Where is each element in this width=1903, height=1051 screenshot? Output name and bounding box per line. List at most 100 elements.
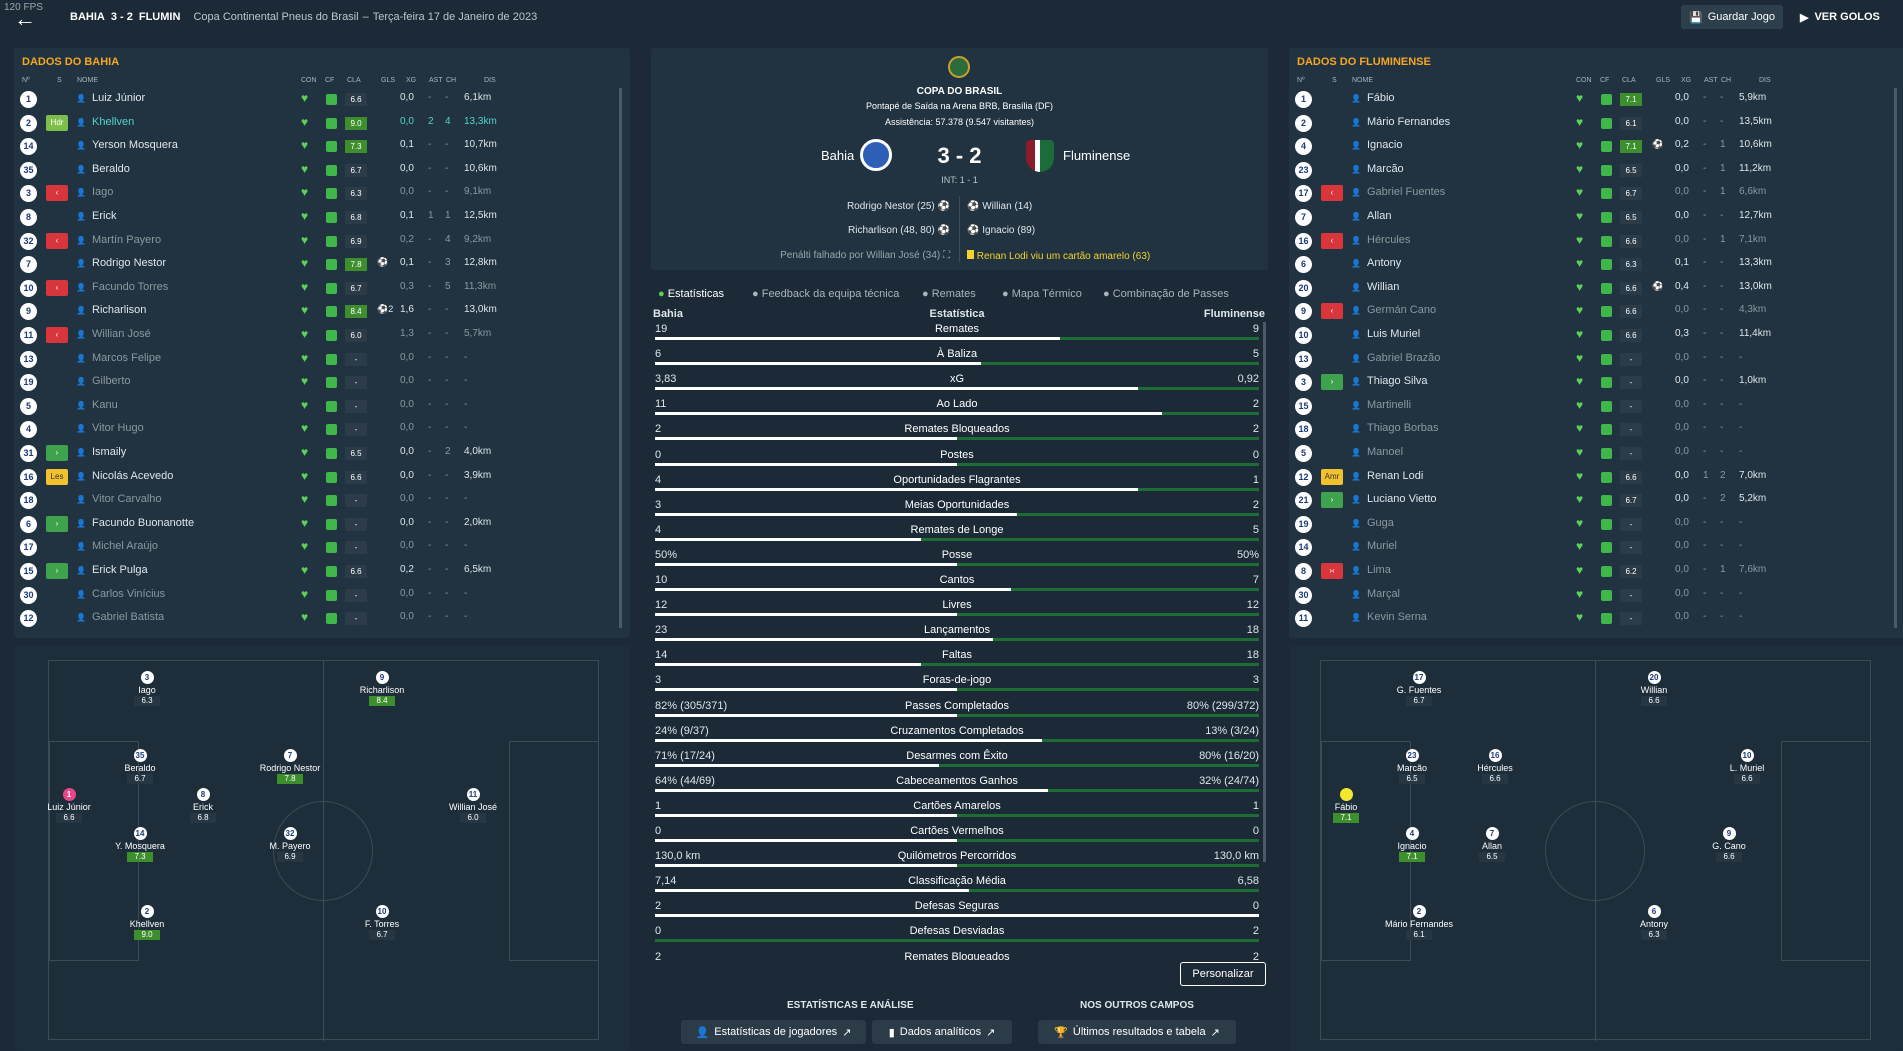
tab-statistics[interactable]: ● Estatísticas <box>658 288 724 300</box>
column-header[interactable]: Nº <box>1297 77 1305 84</box>
player-row[interactable]: 20 👤 Willian ♥ 6.6 ⚽ 0,4 - - 13,0km <box>1289 277 1889 300</box>
tab-pass-combinations[interactable]: ● Combinação de Passes <box>1103 288 1229 300</box>
save-game-button[interactable]: 💾 Guardar Jogo <box>1681 5 1783 29</box>
column-header[interactable]: XG <box>406 77 417 84</box>
column-header[interactable]: CON <box>301 77 317 84</box>
player-row[interactable]: 16 Les 👤 Nicolás Acevedo ♥ 6.6 0,0 - - 3,9km <box>14 466 614 489</box>
player-row[interactable]: 3 ‹ 👤 Iago ♥ 6.3 0,0 - - 9,1km <box>14 182 614 205</box>
player-row[interactable]: 32 ‹ 👤 Martín Payero ♥ 6.9 0,2 - 4 9,2km <box>14 230 614 253</box>
column-header[interactable]: DIS <box>484 77 496 84</box>
stats-scrollbar[interactable] <box>1263 322 1266 862</box>
customize-button[interactable]: Personalizar <box>1180 962 1266 986</box>
pitch-player[interactable]: 4 Ignacio 7.1 <box>1367 827 1457 862</box>
pitch-player[interactable]: 7 Allan 6.5 <box>1447 827 1537 862</box>
pitch-player[interactable]: 2 Mário Fernandes 6.1 <box>1374 905 1464 940</box>
player-row[interactable]: 1 👤 Luiz Júnior ♥ 6.6 0,0 - - 6,1km <box>14 88 614 111</box>
pitch-player[interactable]: 10 L. Muriel 6.6 <box>1702 749 1792 784</box>
column-header[interactable]: AST <box>1704 77 1718 84</box>
analytics-button[interactable]: ▮ Dados analíticos ↗ <box>872 1020 1012 1044</box>
player-row[interactable]: 12 Amr 👤 Renan Lodi ♥ 6.6 0,0 1 2 7,0km <box>1289 466 1889 489</box>
column-header[interactable]: CLA <box>1622 77 1636 84</box>
player-row[interactable]: 19 👤 Gilberto ♥ - 0,0 - - - <box>14 371 614 394</box>
player-stats-button[interactable]: 👤 Estatísticas de jogadores ↗ <box>681 1020 866 1044</box>
pitch-player[interactable]: 9 Richarlison 8.4 <box>337 671 427 706</box>
player-row[interactable]: 8 👤 Erick ♥ 6.8 0,1 1 1 12,5km <box>14 206 614 229</box>
view-goals-button[interactable]: ▶ VER GOLOS <box>1800 11 1880 24</box>
player-row[interactable]: 9 👤 Richarlison ♥ 8.4 ⚽2 1,6 - - 13,0km <box>14 300 614 323</box>
player-row[interactable]: 6 👤 Antony ♥ 6.3 0,1 - - 13,3km <box>1289 253 1889 276</box>
column-header[interactable]: Nº <box>22 77 30 84</box>
player-row[interactable]: 14 👤 Yerson Mosquera ♥ 7.3 0,1 - - 10,7km <box>14 135 614 158</box>
player-row[interactable]: 17 ‹ 👤 Gabriel Fuentes ♥ 6.7 0,0 - 1 6,6km <box>1289 182 1889 205</box>
player-row[interactable]: 12 👤 Gabriel Batista ♥ - 0,0 - - - <box>14 607 614 630</box>
pitch-player[interactable]: 11 Willian José 6.0 <box>428 788 518 823</box>
tab-staff-feedback[interactable]: ● Feedback da equipa técnica <box>752 288 900 300</box>
pitch-player[interactable]: 10 F. Torres 6.7 <box>337 905 427 940</box>
player-row[interactable]: 1 👤 Fábio ♥ 7.1 0,0 - - 5,9km <box>1289 88 1889 111</box>
player-row[interactable]: 30 👤 Marçal ♥ - 0,0 - - - <box>1289 584 1889 607</box>
player-row[interactable]: 8 ›‹ 👤 Lima ♥ 6.2 0,0 - 1 7,6km <box>1289 560 1889 583</box>
column-header[interactable]: S <box>1332 77 1337 84</box>
column-header[interactable]: DIS <box>1759 77 1771 84</box>
scrollbar[interactable] <box>619 88 622 628</box>
column-header[interactable]: CF <box>325 77 335 84</box>
column-header[interactable]: NOME <box>1352 77 1373 84</box>
pitch-player[interactable]: 14 Y. Mosquera 7.3 <box>95 827 185 862</box>
pitch-player[interactable]: Fábio 7.1 <box>1301 788 1391 823</box>
player-row[interactable]: 31 › 👤 Ismaily ♥ 6.5 0,0 - 2 4,0km <box>14 442 614 465</box>
column-header[interactable]: NOME <box>77 77 98 84</box>
player-row[interactable]: 19 👤 Guga ♥ - 0,0 - - - <box>1289 513 1889 536</box>
pitch-player[interactable]: 20 Willian 6.6 <box>1609 671 1699 706</box>
pitch-player[interactable]: 6 Antony 6.3 <box>1609 905 1699 940</box>
pitch-player[interactable]: 9 G. Cano 6.6 <box>1684 827 1774 862</box>
pitch-player[interactable]: 23 Marcão 6.5 <box>1367 749 1457 784</box>
player-row[interactable]: 2 👤 Mário Fernandes ♥ 6.1 0,0 - - 13,5km <box>1289 112 1889 135</box>
back-arrow-icon[interactable]: ← <box>14 6 36 31</box>
player-row[interactable]: 4 👤 Ignacio ♥ 7.1 ⚽ 0,2 - 1 10,6km <box>1289 135 1889 158</box>
player-row[interactable]: 21 › 👤 Luciano Vietto ♥ 6.7 0,0 - 2 5,2km <box>1289 489 1889 512</box>
pitch-player[interactable]: 3 Iago 6.3 <box>102 671 192 706</box>
player-row[interactable]: 35 👤 Beraldo ♥ 6.7 0,0 - - 10,6km <box>14 159 614 182</box>
pitch-player[interactable]: 16 Hércules 6.6 <box>1450 749 1540 784</box>
pitch-player[interactable]: 35 Beraldo 6.7 <box>95 749 185 784</box>
pitch-player[interactable]: 8 Erick 6.8 <box>158 788 248 823</box>
player-row[interactable]: 14 👤 Muriel ♥ - 0,0 - - - <box>1289 536 1889 559</box>
pitch-player[interactable]: 1 Luiz Júnior 6.6 <box>24 788 114 823</box>
player-row[interactable]: 16 ‹ 👤 Hércules ♥ 6.6 0,0 - 1 7,1km <box>1289 230 1889 253</box>
player-row[interactable]: 18 👤 Thiago Borbas ♥ - 0,0 - - - <box>1289 418 1889 441</box>
pitch-player[interactable]: 17 G. Fuentes 6.7 <box>1374 671 1464 706</box>
player-row[interactable]: 9 ‹ 👤 Germán Cano ♥ 6.6 0,0 - - 4,3km <box>1289 300 1889 323</box>
player-row[interactable]: 15 👤 Martinelli ♥ - 0,0 - - - <box>1289 395 1889 418</box>
pitch-player[interactable]: 7 Rodrigo Nestor 7.8 <box>245 749 335 784</box>
player-row[interactable]: 6 › 👤 Facundo Buonanotte ♥ - 0,0 - - 2,0km <box>14 513 614 536</box>
player-row[interactable]: 10 ‹ 👤 Facundo Torres ♥ 6.7 0,3 - 5 11,3km <box>14 277 614 300</box>
player-row[interactable]: 13 👤 Marcos Felipe ♥ - 0,0 - - - <box>14 348 614 371</box>
column-header[interactable]: S <box>57 77 62 84</box>
player-row[interactable]: 15 › 👤 Erick Pulga ♥ 6.6 0,2 - - 6,5km <box>14 560 614 583</box>
player-row[interactable]: 4 👤 Vitor Hugo ♥ - 0,0 - - - <box>14 418 614 441</box>
pitch-player[interactable]: 32 M. Payero 6.9 <box>245 827 335 862</box>
results-table-button[interactable]: 🏆 Últimos resultados e tabela ↗ <box>1038 1020 1236 1044</box>
player-row[interactable]: 13 👤 Gabriel Brazão ♥ - 0,0 - - - <box>1289 348 1889 371</box>
player-row[interactable]: 18 👤 Vitor Carvalho ♥ - 0,0 - - - <box>14 489 614 512</box>
column-header[interactable]: AST <box>429 77 443 84</box>
player-row[interactable]: 17 👤 Michel Araújo ♥ - 0,0 - - - <box>14 536 614 559</box>
scrollbar[interactable] <box>1894 88 1897 628</box>
player-row[interactable]: 11 👤 Kevin Serna ♥ - 0,0 - - - <box>1289 607 1889 630</box>
player-row[interactable]: 30 👤 Carlos Vinícius ♥ - 0,0 - - - <box>14 584 614 607</box>
player-row[interactable]: 10 👤 Luis Muriel ♥ 6.6 0,3 - - 11,4km <box>1289 324 1889 347</box>
tab-shots[interactable]: ● Remates <box>922 288 976 300</box>
player-row[interactable]: 5 👤 Manoel ♥ - 0,0 - - - <box>1289 442 1889 465</box>
player-row[interactable]: 11 ‹ 👤 Willian José ♥ 6.0 1,3 - - 5,7km <box>14 324 614 347</box>
column-header[interactable]: CH <box>446 77 457 84</box>
column-header[interactable]: CF <box>1600 77 1610 84</box>
column-header[interactable]: CON <box>1576 77 1592 84</box>
column-header[interactable]: CLA <box>347 77 361 84</box>
column-header[interactable]: GLS <box>381 77 396 84</box>
player-row[interactable]: 5 👤 Kanu ♥ - 0,0 - - - <box>14 395 614 418</box>
player-row[interactable]: 3 › 👤 Thiago Silva ♥ - 0,0 - - 1,0km <box>1289 371 1889 394</box>
player-row[interactable]: 7 👤 Rodrigo Nestor ♥ 7.8 ⚽ 0,1 - 3 12,8km <box>14 253 614 276</box>
column-header[interactable]: GLS <box>1656 77 1671 84</box>
player-row[interactable]: 23 👤 Marcão ♥ 6.5 0,0 - 1 11,2km <box>1289 159 1889 182</box>
player-row[interactable]: 2 Hdr 👤 Khellven ♥ 9.0 0,0 2 4 13,3km <box>14 112 614 135</box>
